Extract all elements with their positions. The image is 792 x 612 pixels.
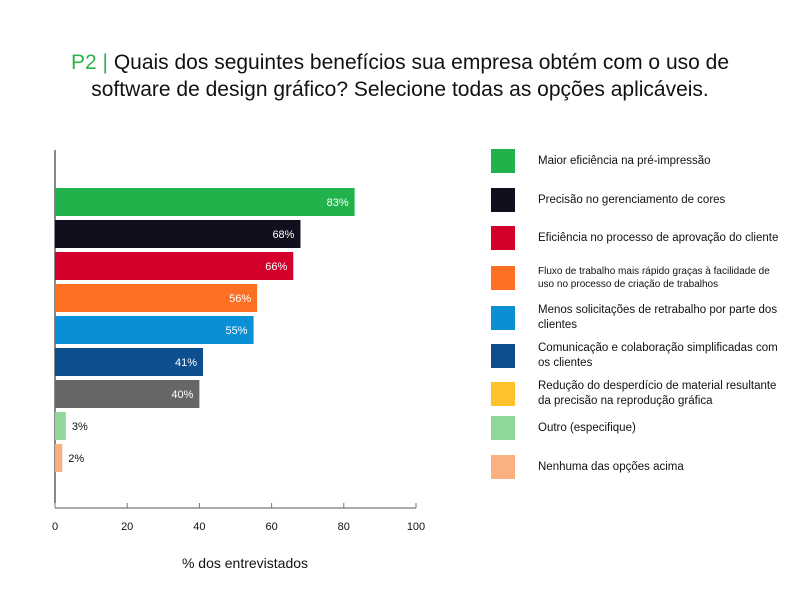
legend-item: Eficiência no processo de aprovação do c… [491, 226, 788, 250]
title-text: Quais dos seguintes benefícios sua empre… [91, 51, 729, 101]
legend-item: Comunicação e colaboração simplificadas … [491, 341, 788, 371]
chart-title: P2 | Quais dos seguintes benefícios sua … [60, 49, 740, 103]
bar [55, 444, 63, 472]
x-tick-label: 60 [265, 521, 277, 533]
legend-swatch [491, 416, 515, 440]
legend-label: Outro (especifique) [538, 421, 636, 434]
bar [55, 348, 204, 376]
bar-value-label: 2% [68, 453, 84, 465]
legend-label: Comunicação e colaboração simplificadas … [538, 342, 778, 369]
bar [55, 284, 258, 312]
bar-value-label: 40% [171, 389, 193, 401]
legend-label: Nenhuma das opções acima [538, 460, 684, 473]
bar-value-label: 3% [72, 421, 88, 433]
legend-item: Menos solicitações de retrabalho por par… [491, 303, 788, 333]
bar [55, 316, 254, 344]
bar [55, 412, 66, 440]
legend-item: Redução do desperdício de material resul… [491, 379, 788, 409]
bar-value-label: 83% [327, 197, 349, 209]
bar-value-label: 66% [265, 261, 287, 273]
legend-label: Precisão no gerenciamento de cores [538, 193, 726, 206]
legend-label: Menos solicitações de retrabalho por par… [538, 304, 778, 331]
x-axis-label: % dos entrevistados [181, 555, 309, 571]
legend-swatch [491, 188, 515, 212]
bar [55, 252, 294, 280]
legend-label: Redução do desperdício de material resul… [538, 380, 777, 407]
legend-swatch [491, 455, 515, 479]
legend-item: Nenhuma das opções acima [491, 455, 788, 479]
legend-swatch [491, 382, 515, 406]
bar-value-label: 68% [272, 229, 294, 241]
legend-label: Eficiência no processo de aprovação do c… [538, 231, 779, 244]
bar-value-label: 56% [229, 293, 251, 305]
legend-swatch [491, 226, 515, 250]
x-tick-label: 80 [338, 521, 350, 533]
bar-value-label: 41% [175, 357, 197, 369]
legend-label: Fluxo de trabalho mais rápido graças à f… [538, 266, 770, 290]
legend-swatch [491, 306, 515, 330]
legend-swatch [491, 344, 515, 368]
question-number: P2 | [70, 51, 108, 74]
legend-label: Maior eficiência na pré-impressão [538, 154, 711, 167]
x-tick-label: 20 [121, 521, 133, 533]
x-tick-label: 100 [407, 521, 425, 533]
bar [55, 220, 301, 248]
bar [55, 380, 200, 408]
bar-value-label: 55% [226, 325, 248, 337]
legend-item: Maior eficiência na pré-impressão [491, 149, 788, 173]
bar [55, 188, 355, 216]
x-tick-label: 0 [52, 521, 58, 533]
legend-item: Precisão no gerenciamento de cores [491, 188, 788, 212]
legend-item: Outro (especifique) [491, 416, 788, 440]
legend-item: Fluxo de trabalho mais rápido graças à f… [491, 265, 788, 291]
legend-swatch [491, 266, 515, 290]
x-tick-label: 40 [193, 521, 205, 533]
legend-swatch [491, 149, 515, 173]
